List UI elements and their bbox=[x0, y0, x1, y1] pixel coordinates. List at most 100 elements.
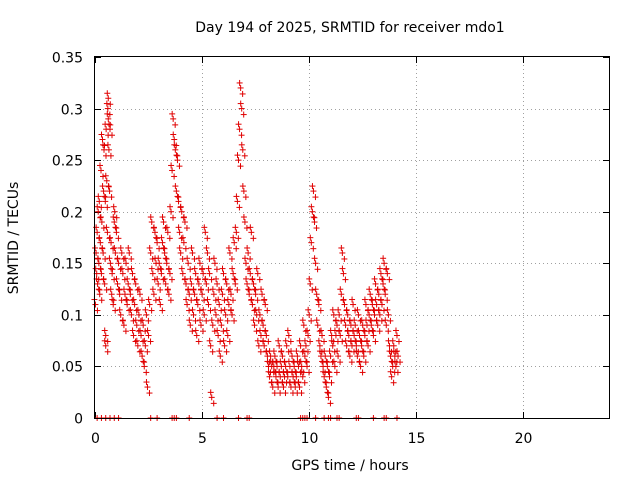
data-point bbox=[284, 373, 291, 380]
data-point bbox=[223, 327, 230, 334]
data-point bbox=[100, 249, 107, 256]
data-point bbox=[131, 275, 138, 282]
data-point bbox=[145, 296, 152, 303]
data-point bbox=[315, 337, 322, 344]
data-point bbox=[151, 229, 158, 236]
data-point bbox=[239, 183, 246, 190]
data-point bbox=[358, 342, 365, 349]
data-point bbox=[301, 379, 308, 386]
data-point bbox=[191, 265, 198, 272]
data-point bbox=[385, 311, 392, 318]
data-point bbox=[103, 100, 110, 107]
data-point bbox=[186, 291, 193, 298]
data-point bbox=[356, 332, 363, 339]
data-point bbox=[198, 322, 205, 329]
data-point bbox=[325, 368, 332, 375]
data-point bbox=[220, 270, 227, 277]
data-point bbox=[338, 291, 345, 298]
data-point bbox=[388, 373, 395, 380]
data-point bbox=[161, 275, 168, 282]
data-point bbox=[104, 90, 111, 97]
data-point bbox=[300, 322, 307, 329]
data-point bbox=[239, 90, 246, 97]
data-point bbox=[107, 286, 114, 293]
data-point bbox=[207, 389, 214, 396]
data-point bbox=[172, 183, 179, 190]
data-point bbox=[381, 260, 388, 267]
data-point bbox=[350, 301, 357, 308]
data-point bbox=[339, 249, 346, 256]
data-point bbox=[148, 219, 155, 226]
data-point bbox=[250, 317, 257, 324]
data-point bbox=[295, 379, 302, 386]
data-point bbox=[383, 265, 390, 272]
data-point bbox=[298, 390, 305, 397]
data-point bbox=[342, 322, 349, 329]
data-point bbox=[386, 276, 393, 283]
data-point bbox=[231, 239, 238, 246]
data-point bbox=[184, 301, 191, 308]
data-point bbox=[342, 276, 349, 283]
data-point bbox=[171, 173, 178, 180]
data-point bbox=[99, 136, 106, 143]
data-point bbox=[168, 162, 175, 169]
data-point bbox=[128, 255, 135, 262]
data-point bbox=[159, 214, 166, 221]
data-point bbox=[315, 301, 322, 308]
data-point bbox=[195, 255, 202, 262]
data-point bbox=[219, 265, 226, 272]
data-point bbox=[172, 121, 179, 128]
data-point bbox=[382, 291, 389, 298]
data-point bbox=[194, 301, 201, 308]
data-point bbox=[140, 338, 147, 345]
data-point bbox=[129, 270, 136, 277]
data-point bbox=[225, 244, 232, 251]
data-point bbox=[329, 359, 336, 366]
data-point bbox=[119, 317, 126, 324]
plot-frame bbox=[94, 56, 610, 419]
data-point bbox=[119, 270, 126, 277]
data-point bbox=[164, 286, 171, 293]
data-point bbox=[310, 214, 317, 221]
data-point bbox=[208, 394, 215, 401]
data-point bbox=[249, 301, 256, 308]
data-point bbox=[374, 286, 381, 293]
data-point bbox=[327, 353, 334, 360]
data-point bbox=[163, 260, 170, 267]
data-point bbox=[360, 327, 367, 334]
data-point bbox=[270, 348, 277, 355]
data-point bbox=[205, 301, 212, 308]
data-point bbox=[335, 306, 342, 313]
data-point bbox=[126, 307, 133, 314]
data-point bbox=[148, 307, 155, 314]
data-point bbox=[203, 280, 210, 287]
data-point bbox=[387, 368, 394, 375]
data-point bbox=[155, 255, 162, 262]
data-point bbox=[215, 296, 222, 303]
data-point bbox=[258, 286, 265, 293]
data-point bbox=[338, 317, 345, 324]
data-point bbox=[262, 327, 269, 334]
data-point bbox=[259, 291, 266, 298]
data-point bbox=[92, 244, 99, 251]
data-point bbox=[142, 342, 149, 349]
data-point bbox=[302, 328, 309, 335]
data-point bbox=[339, 265, 346, 272]
data-point bbox=[384, 306, 391, 313]
data-point bbox=[97, 265, 104, 272]
data-point bbox=[112, 224, 119, 231]
data-point bbox=[275, 337, 282, 344]
data-point bbox=[155, 280, 162, 287]
x-tick-label: 10 bbox=[301, 431, 319, 447]
data-point bbox=[309, 286, 316, 293]
data-point bbox=[333, 317, 340, 324]
data-point bbox=[298, 363, 305, 370]
data-point bbox=[366, 311, 373, 318]
data-point bbox=[92, 301, 99, 308]
data-point bbox=[265, 338, 272, 345]
data-point bbox=[145, 317, 152, 324]
data-point bbox=[282, 390, 289, 397]
data-point bbox=[157, 301, 164, 308]
data-point bbox=[203, 244, 210, 251]
data-point bbox=[359, 369, 366, 376]
